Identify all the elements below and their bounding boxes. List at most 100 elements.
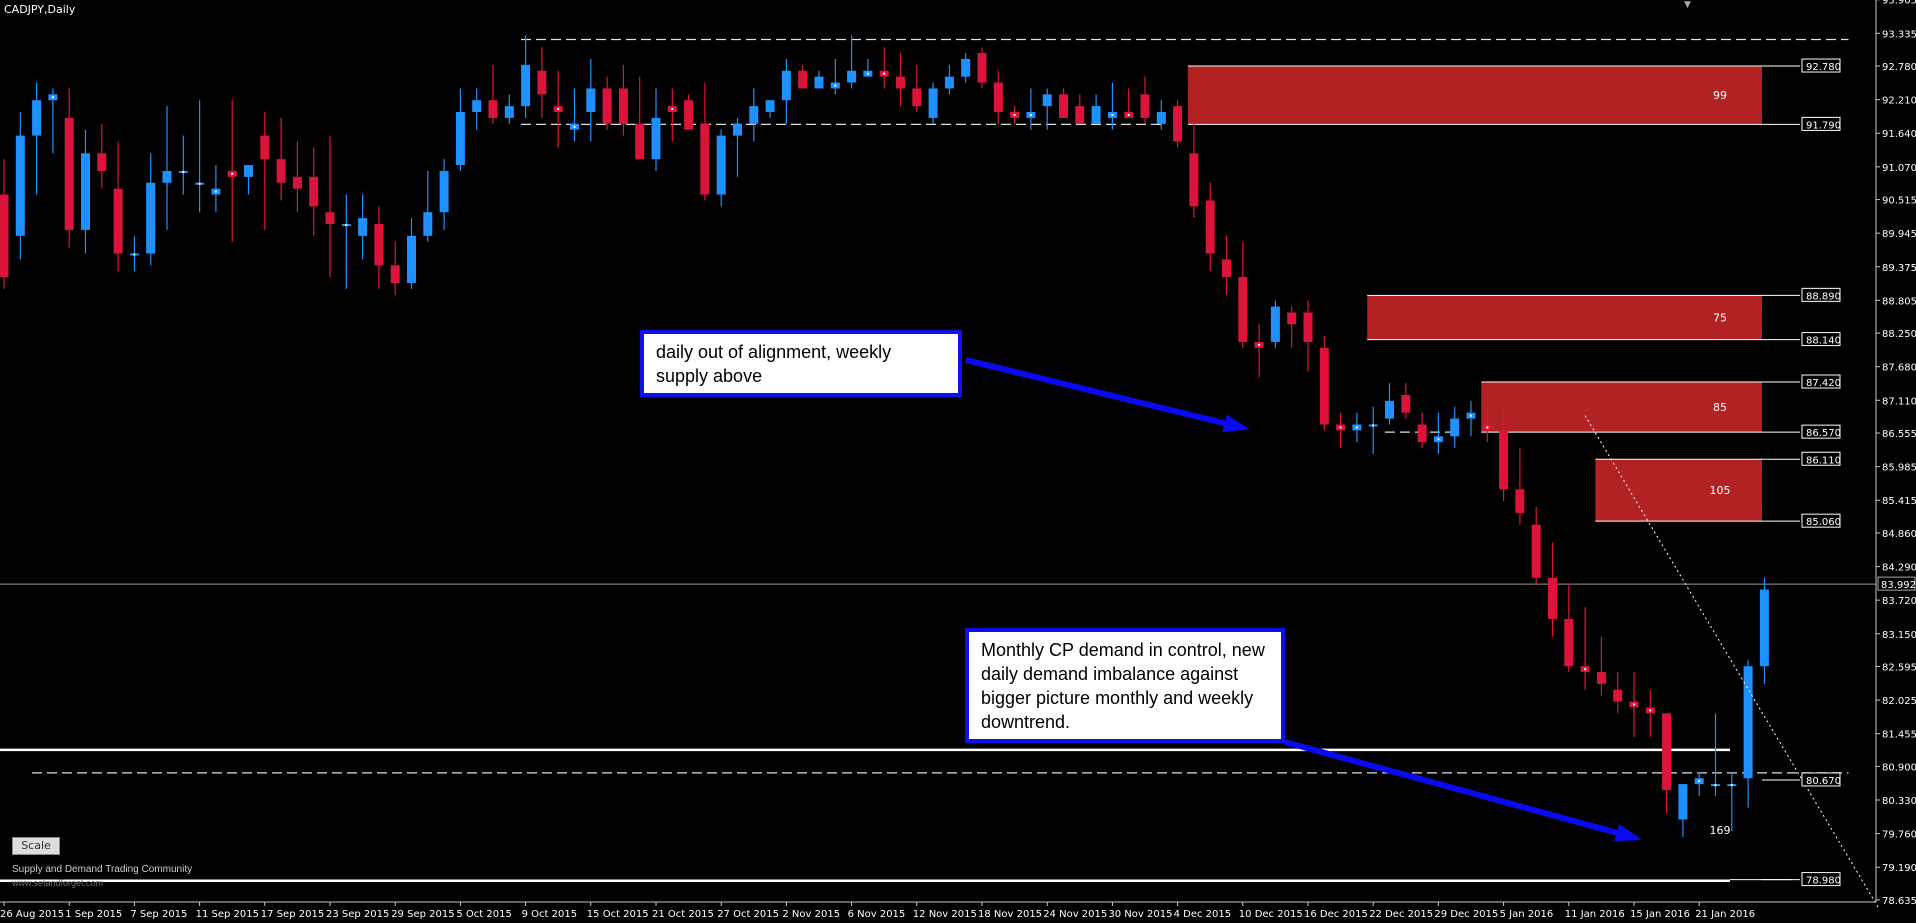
candle xyxy=(1613,672,1623,714)
candle-body xyxy=(390,265,400,283)
candle xyxy=(993,70,1003,124)
candle-body xyxy=(1743,666,1753,779)
candle-body xyxy=(260,135,270,160)
level-label: 85.060 xyxy=(1806,517,1841,528)
candle-body xyxy=(684,100,694,130)
symbol-title: CADJPY,Daily xyxy=(4,3,76,16)
candle xyxy=(276,117,286,201)
price-tick-label: 84.290 xyxy=(1882,563,1916,574)
date-label: 17 Sep 2015 xyxy=(261,909,324,920)
candle xyxy=(1156,100,1166,130)
price-tick-label: 80.330 xyxy=(1882,796,1916,807)
candle-body xyxy=(358,218,368,236)
level-box xyxy=(1801,451,1841,466)
candle xyxy=(97,123,107,189)
candle-body xyxy=(618,88,628,124)
price-tick-label: 93.335 xyxy=(1882,29,1916,40)
date-label: 29 Dec 2015 xyxy=(1434,909,1498,920)
candle xyxy=(798,64,808,89)
level-label: 78.980 xyxy=(1806,876,1841,887)
price-tick-label: 88.805 xyxy=(1882,296,1916,307)
candle-dot xyxy=(1633,703,1635,706)
level-box xyxy=(1801,374,1841,389)
candle xyxy=(1548,542,1557,637)
arrow-shaft xyxy=(1284,739,1637,841)
candle xyxy=(1270,300,1280,348)
date-label: 5 Oct 2015 xyxy=(456,909,511,920)
zone-supply-0 xyxy=(1187,66,1762,125)
chevron-down-icon[interactable]: ▼ xyxy=(1684,0,1691,10)
candle-body xyxy=(325,212,335,225)
candle-body xyxy=(1059,94,1068,118)
date-label: 21 Oct 2015 xyxy=(652,909,714,920)
candle xyxy=(863,58,873,77)
candle xyxy=(651,88,661,171)
candle-dot xyxy=(1258,343,1261,346)
candle xyxy=(1189,123,1199,219)
price-tick-label: 84.860 xyxy=(1882,529,1916,540)
candle xyxy=(244,165,253,195)
candle xyxy=(1580,607,1590,690)
candle-dot xyxy=(1714,784,1717,787)
candle-body xyxy=(896,76,905,89)
price-tick-label: 87.110 xyxy=(1882,396,1916,407)
candle-body xyxy=(1319,347,1329,425)
candle xyxy=(48,88,58,154)
watermark: www.setandforget.com xyxy=(12,878,104,888)
candle xyxy=(1368,406,1378,454)
candle-dot xyxy=(1339,426,1342,429)
candle xyxy=(1075,94,1085,124)
candle xyxy=(292,141,302,213)
date-label: 23 Sep 2015 xyxy=(326,909,389,920)
candle xyxy=(1564,583,1574,673)
candle-dot xyxy=(1111,113,1114,116)
candle-dot xyxy=(1013,113,1016,116)
arrow-head xyxy=(1614,824,1642,842)
candle xyxy=(32,82,42,195)
candle-body xyxy=(733,123,742,136)
candle xyxy=(488,64,498,124)
candle-body xyxy=(912,88,922,107)
candle xyxy=(1727,772,1737,832)
date-label: 10 Dec 2015 xyxy=(1239,909,1303,920)
candle-dot xyxy=(883,72,886,75)
candle-body xyxy=(1156,112,1166,124)
candle xyxy=(781,58,791,124)
scale-button[interactable]: Scale xyxy=(12,837,60,855)
candle xyxy=(374,206,384,289)
candle xyxy=(1319,336,1329,431)
candle-dot xyxy=(1649,709,1652,712)
candle-body xyxy=(928,88,938,118)
candle xyxy=(879,47,889,89)
date-label: 30 Nov 2015 xyxy=(1108,909,1172,920)
candle-dot xyxy=(133,253,136,256)
candle xyxy=(944,64,954,95)
date-label: 11 Sep 2015 xyxy=(196,909,259,920)
price-tick-label: 91.070 xyxy=(1882,163,1916,174)
candle-body xyxy=(977,53,987,83)
candle xyxy=(227,100,237,242)
zone-label: 99 xyxy=(1713,89,1727,102)
zone-label: 75 xyxy=(1713,311,1727,324)
candle-body xyxy=(162,170,172,183)
date-label: 2 Nov 2015 xyxy=(782,909,840,920)
price-tick-label: 93.905 xyxy=(1882,0,1916,7)
candle xyxy=(749,88,759,142)
date-label: 9 Oct 2015 xyxy=(522,909,577,920)
candle-body xyxy=(1205,200,1215,254)
candle xyxy=(700,82,710,201)
candle-dot xyxy=(1355,426,1358,429)
level-label: 80.670 xyxy=(1806,776,1841,787)
arrow-head xyxy=(1222,414,1250,432)
candle-body xyxy=(602,88,612,124)
candle xyxy=(1743,660,1753,808)
candle xyxy=(81,129,90,254)
candle xyxy=(1254,324,1264,378)
candle-body xyxy=(635,123,645,160)
candle-body xyxy=(961,58,971,77)
candle xyxy=(618,64,628,136)
candle xyxy=(407,218,416,289)
arrow-shaft xyxy=(965,357,1245,431)
candle-dot xyxy=(1486,426,1489,429)
